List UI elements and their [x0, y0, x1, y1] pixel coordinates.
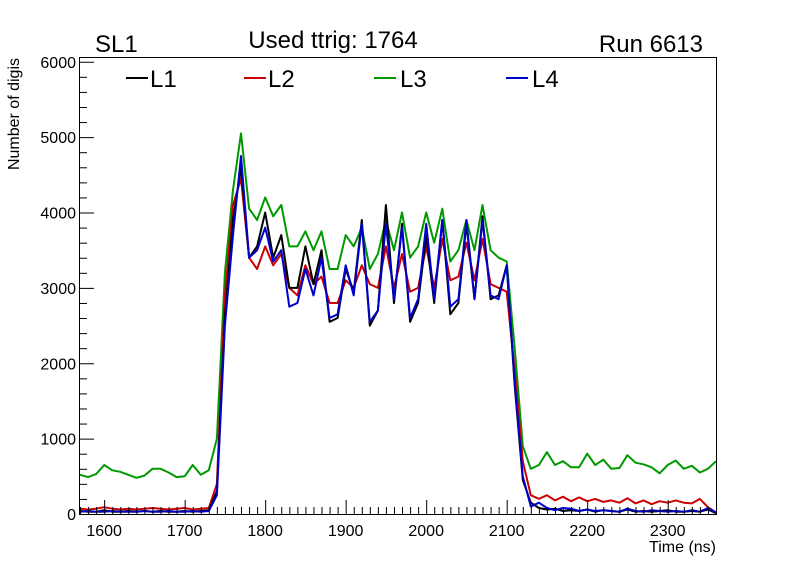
y-tick-label: 1000: [40, 432, 76, 449]
legend-entry-l1: L1: [126, 66, 177, 93]
legend-entry-l3: L3: [374, 66, 427, 93]
x-tick-label: 2100: [489, 523, 525, 540]
plot-frame: [79, 57, 717, 515]
x-tick-label: 1900: [328, 523, 364, 540]
y-tick-label: 3000: [40, 281, 76, 298]
legend-label-l3: L3: [400, 66, 427, 93]
y-tick-label: 0: [67, 507, 76, 524]
legend-entry-l2: L2: [244, 66, 295, 93]
y-tick-label: 4000: [40, 206, 76, 223]
run-label: Run 6613: [599, 31, 703, 58]
series-line-l4: [79, 155, 717, 514]
legend: L1 L2 L3 L4: [126, 66, 559, 93]
legend-label-l1: L1: [150, 66, 177, 93]
x-tick-label: 1800: [247, 523, 283, 540]
x-tick-label: 2300: [650, 523, 686, 540]
y-tick-label: 6000: [40, 55, 76, 72]
y-tick-label: 2000: [40, 356, 76, 373]
y-tick-label: 5000: [40, 130, 76, 147]
legend-label-l4: L4: [532, 66, 559, 93]
chart-title: Used ttrig: 1764: [248, 27, 417, 54]
x-tick-label: 1700: [167, 523, 203, 540]
x-tick-label: 2000: [408, 523, 444, 540]
x-tick-label: 2200: [569, 523, 605, 540]
series-line-l3: [79, 132, 717, 479]
x-axis-label: Time (ns): [649, 539, 716, 556]
series-layer: [79, 132, 717, 515]
axis-layer: 1600 1700 1800 1900 2000 2100 2200 2300 0 1000 200…: [40, 55, 717, 540]
legend-entry-l4: L4: [506, 66, 559, 93]
legend-label-l2: L2: [268, 66, 295, 93]
y-axis-label: Number of digis: [6, 58, 23, 170]
x-tick-label: 1600: [86, 523, 122, 540]
panel-label: SL1: [95, 31, 138, 58]
